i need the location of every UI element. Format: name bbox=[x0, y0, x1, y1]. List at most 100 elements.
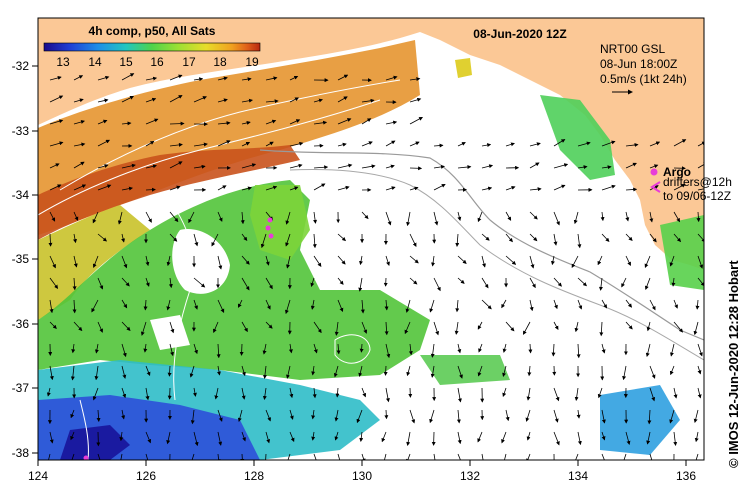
current-arrow bbox=[481, 277, 489, 289]
current-arrow bbox=[409, 233, 417, 248]
current-arrow bbox=[553, 299, 558, 310]
current-arrow bbox=[238, 299, 243, 308]
current-arrow bbox=[457, 431, 462, 445]
current-arrow bbox=[553, 139, 566, 147]
current-arrow bbox=[673, 387, 678, 399]
sst-green-zone bbox=[38, 180, 430, 380]
current-arrow bbox=[621, 277, 627, 288]
current-arrow bbox=[121, 321, 131, 331]
current-arrow bbox=[193, 96, 207, 103]
current-arrow bbox=[697, 255, 704, 269]
current-arrow bbox=[192, 387, 197, 397]
current-arrow bbox=[313, 343, 318, 354]
current-arrow bbox=[260, 233, 267, 249]
current-arrow bbox=[502, 365, 507, 377]
colorbar-label: 14 bbox=[88, 55, 102, 69]
current-arrow bbox=[477, 211, 483, 223]
current-arrow bbox=[168, 277, 173, 289]
x-tick-label: 136 bbox=[676, 469, 696, 483]
sst-yellow-spot bbox=[455, 58, 472, 78]
current-arrow bbox=[673, 184, 686, 191]
sst-contour-3 bbox=[169, 199, 195, 401]
sst-yellow-zone bbox=[38, 205, 150, 320]
current-arrow bbox=[553, 163, 569, 169]
sst-hot-core bbox=[38, 145, 300, 240]
current-arrow bbox=[92, 211, 99, 224]
current-arrow bbox=[262, 343, 267, 355]
current-arrow bbox=[454, 321, 459, 335]
sst-contour-1 bbox=[38, 99, 381, 216]
y-axis: -32 -33 -34 -35 -36 -37 -38 bbox=[12, 59, 38, 460]
current-arrow bbox=[91, 299, 99, 313]
current-arrow bbox=[360, 299, 365, 314]
cloud-gap-1 bbox=[172, 229, 230, 294]
current-arrow bbox=[262, 365, 267, 379]
current-arrow bbox=[478, 343, 483, 353]
current-arrow bbox=[337, 233, 346, 242]
current-arrow bbox=[241, 387, 246, 400]
current-arrow bbox=[73, 184, 87, 191]
current-arrow bbox=[310, 299, 315, 310]
current-arrow bbox=[213, 321, 219, 334]
current-arrow bbox=[673, 299, 678, 309]
current-arrow bbox=[313, 211, 318, 224]
current-arrow bbox=[166, 431, 171, 445]
current-arrow bbox=[409, 255, 419, 264]
current-arrow bbox=[334, 431, 339, 441]
current-arrow bbox=[597, 387, 603, 399]
current-arrow bbox=[577, 141, 591, 147]
current-arrow bbox=[143, 299, 148, 311]
current-arrow bbox=[385, 211, 392, 226]
current-arrow bbox=[409, 141, 420, 147]
current-arrow bbox=[553, 233, 558, 246]
current-arrow bbox=[70, 409, 75, 419]
current-arrow bbox=[241, 163, 257, 169]
current-arrow bbox=[505, 409, 510, 422]
current-arrow bbox=[73, 75, 84, 81]
current-arrow bbox=[193, 164, 206, 169]
current-arrow bbox=[216, 343, 221, 359]
current-arrow bbox=[575, 453, 579, 460]
info-time: 08-Jun 18:00Z bbox=[600, 57, 677, 71]
current-arrow bbox=[553, 409, 559, 423]
current-arrow bbox=[697, 277, 704, 287]
current-arrow bbox=[189, 365, 195, 378]
current-arrow bbox=[457, 343, 462, 354]
current-arrow bbox=[145, 164, 157, 169]
current-arrow bbox=[334, 321, 339, 336]
current-arrow bbox=[384, 299, 389, 311]
current-arrow bbox=[121, 255, 128, 269]
current-arrow bbox=[121, 277, 130, 287]
current-arrow bbox=[553, 211, 560, 226]
current-arrow bbox=[526, 431, 531, 441]
current-arrow bbox=[169, 343, 174, 357]
current-arrow bbox=[431, 255, 436, 267]
current-arrow bbox=[361, 98, 375, 103]
colorbar-label: 17 bbox=[182, 55, 196, 69]
sst-east-patch-1 bbox=[540, 95, 615, 180]
current-arrow bbox=[97, 139, 111, 147]
current-arrow bbox=[313, 98, 323, 103]
current-arrow bbox=[529, 277, 536, 289]
current-arrow bbox=[409, 97, 422, 103]
current-arrow bbox=[49, 321, 57, 329]
current-arrow bbox=[644, 277, 651, 290]
current-arrow bbox=[92, 255, 99, 268]
sst-lightgreen-patch bbox=[250, 185, 310, 260]
y-tick-label: -33 bbox=[12, 124, 30, 138]
current-arrow bbox=[145, 277, 150, 287]
current-arrow bbox=[166, 255, 171, 267]
current-arrow bbox=[335, 387, 340, 398]
current-arrow bbox=[286, 255, 291, 269]
current-arrow bbox=[169, 233, 178, 242]
sst-east-patch-3 bbox=[600, 385, 680, 455]
current-arrow bbox=[649, 453, 654, 460]
current-arrow bbox=[529, 211, 538, 220]
current-arrow bbox=[477, 365, 483, 377]
current-arrow bbox=[94, 365, 99, 381]
map-date-title: 08-Jun-2020 12Z bbox=[473, 27, 566, 41]
x-tick-label: 124 bbox=[28, 469, 48, 483]
current-arrow bbox=[169, 95, 183, 103]
current-arrow bbox=[288, 343, 293, 354]
current-arrow bbox=[97, 119, 108, 125]
